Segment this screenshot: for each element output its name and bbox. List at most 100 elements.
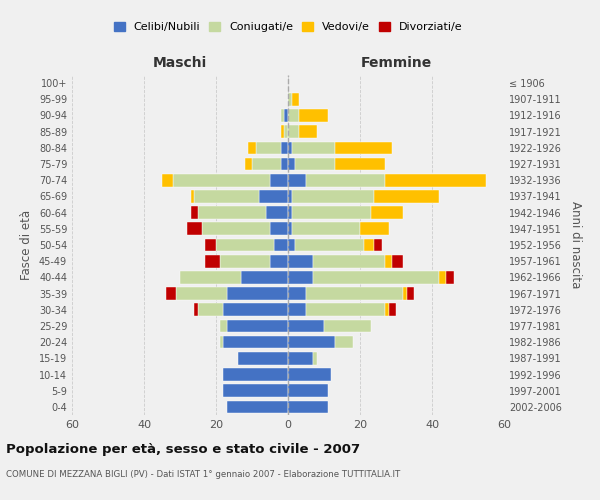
Bar [288, 288, 306, 300]
Bar [270, 174, 288, 186]
Bar [281, 126, 284, 138]
Bar [306, 304, 385, 316]
Bar [288, 255, 313, 268]
Bar [248, 142, 256, 154]
Bar [288, 320, 324, 332]
Bar [288, 190, 292, 202]
Bar [389, 304, 396, 316]
Bar [288, 304, 306, 316]
Bar [324, 320, 371, 332]
Bar [288, 109, 299, 122]
Bar [259, 190, 288, 202]
Bar [360, 222, 389, 235]
Bar [288, 206, 292, 219]
Text: Femmine: Femmine [361, 56, 431, 70]
Bar [446, 271, 454, 283]
Bar [227, 320, 288, 332]
Bar [292, 93, 299, 106]
Bar [288, 352, 313, 364]
Bar [288, 238, 295, 252]
Bar [439, 271, 446, 283]
Bar [191, 190, 194, 202]
Bar [223, 368, 288, 381]
Bar [374, 238, 382, 252]
Bar [288, 271, 313, 283]
Bar [180, 271, 241, 283]
Bar [227, 288, 288, 300]
Bar [176, 288, 227, 300]
Bar [194, 304, 198, 316]
Bar [313, 255, 385, 268]
Bar [220, 320, 227, 332]
Bar [364, 238, 374, 252]
Bar [223, 336, 288, 348]
Bar [238, 352, 288, 364]
Bar [205, 255, 220, 268]
Bar [198, 304, 223, 316]
Bar [205, 238, 216, 252]
Text: COMUNE DI MEZZANA BIGLI (PV) - Dati ISTAT 1° gennaio 2007 - Elaborazione TUTTITA: COMUNE DI MEZZANA BIGLI (PV) - Dati ISTA… [6, 470, 400, 479]
Bar [403, 288, 407, 300]
Bar [335, 336, 353, 348]
Bar [313, 271, 439, 283]
Bar [292, 190, 374, 202]
Text: Maschi: Maschi [153, 56, 207, 70]
Bar [274, 238, 288, 252]
Bar [220, 255, 270, 268]
Bar [187, 222, 202, 235]
Bar [288, 400, 328, 413]
Bar [288, 368, 331, 381]
Text: Popolazione per età, sesso e stato civile - 2007: Popolazione per età, sesso e stato civil… [6, 442, 360, 456]
Bar [295, 158, 335, 170]
Bar [270, 255, 288, 268]
Bar [245, 158, 252, 170]
Y-axis label: Anni di nascita: Anni di nascita [569, 202, 581, 288]
Bar [166, 288, 176, 300]
Bar [241, 271, 288, 283]
Bar [292, 206, 371, 219]
Bar [292, 222, 360, 235]
Bar [299, 109, 328, 122]
Bar [270, 222, 288, 235]
Bar [299, 126, 317, 138]
Bar [306, 174, 385, 186]
Bar [223, 304, 288, 316]
Bar [288, 93, 292, 106]
Bar [256, 142, 281, 154]
Bar [288, 158, 295, 170]
Bar [306, 288, 403, 300]
Bar [288, 384, 328, 397]
Bar [202, 222, 270, 235]
Bar [162, 174, 173, 186]
Bar [407, 288, 414, 300]
Bar [288, 126, 299, 138]
Bar [252, 158, 281, 170]
Bar [284, 126, 288, 138]
Bar [385, 255, 392, 268]
Bar [295, 238, 364, 252]
Bar [194, 190, 259, 202]
Y-axis label: Fasce di età: Fasce di età [20, 210, 33, 280]
Bar [288, 142, 292, 154]
Bar [371, 206, 403, 219]
Bar [223, 384, 288, 397]
Bar [191, 206, 198, 219]
Bar [198, 206, 266, 219]
Bar [335, 142, 392, 154]
Bar [173, 174, 270, 186]
Bar [216, 238, 274, 252]
Bar [385, 174, 486, 186]
Bar [281, 158, 288, 170]
Bar [313, 352, 317, 364]
Bar [266, 206, 288, 219]
Bar [220, 336, 223, 348]
Bar [288, 174, 306, 186]
Bar [288, 222, 292, 235]
Bar [284, 109, 288, 122]
Bar [281, 109, 284, 122]
Bar [335, 158, 385, 170]
Legend: Celibi/Nubili, Coniugati/e, Vedovi/e, Divorziati/e: Celibi/Nubili, Coniugati/e, Vedovi/e, Di… [112, 20, 464, 34]
Bar [392, 255, 403, 268]
Bar [227, 400, 288, 413]
Bar [281, 142, 288, 154]
